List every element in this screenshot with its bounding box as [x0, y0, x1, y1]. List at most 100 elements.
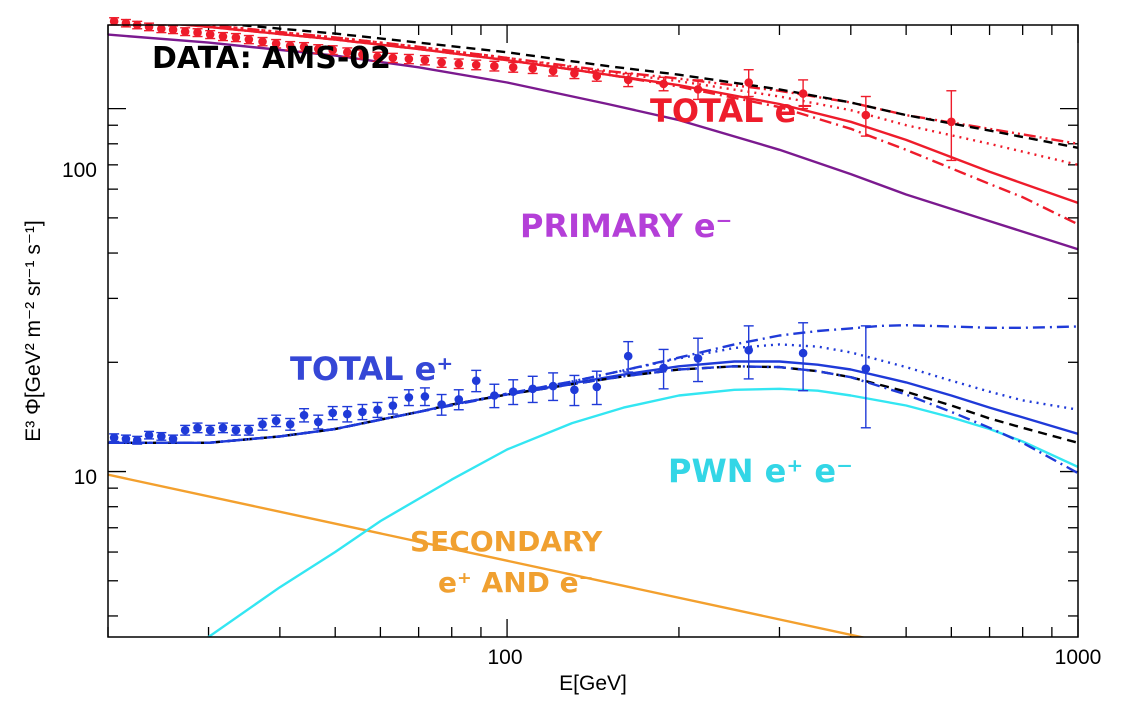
- positrons-data-point: [592, 382, 602, 392]
- positrons-data-point: [285, 419, 295, 429]
- positrons-data-point: [508, 387, 518, 396]
- positrons-data-point: [121, 434, 131, 444]
- annotation-pwn: PWN e⁺ e⁻: [668, 452, 853, 490]
- electrons-data-point: [180, 27, 190, 36]
- positrons-data-point: [218, 423, 228, 433]
- electrons-data-point: [404, 54, 414, 64]
- positrons-data-point: [193, 423, 202, 433]
- series-line-12: [108, 365, 1078, 475]
- series-line-4: [195, 25, 1078, 166]
- electrons-data-point: [592, 71, 602, 81]
- positrons-data-point: [373, 405, 382, 415]
- positrons-data-point: [132, 435, 142, 445]
- data-points: [109, 17, 957, 445]
- annotation-primary-electrons: PRIMARY e⁻: [520, 207, 732, 245]
- electrons-data-point: [121, 18, 131, 28]
- electrons-data-point: [313, 44, 323, 54]
- y-tick-label-100: 100: [62, 159, 97, 182]
- positrons-data-point: [659, 363, 668, 373]
- electrons-data-point: [358, 50, 367, 59]
- electrons-data-point: [744, 78, 754, 87]
- electrons-data-point: [285, 41, 295, 51]
- plot-background: [108, 25, 1078, 637]
- electrons-data-point: [659, 79, 668, 89]
- positrons-data-point: [244, 425, 254, 435]
- annotation-total-positrons: TOTAL e⁺: [290, 350, 453, 388]
- positrons-data-point: [205, 425, 215, 435]
- positrons-data-point: [471, 376, 481, 385]
- annotation-data-source: DATA: AMS-02: [152, 41, 391, 76]
- electrons-data-point: [271, 39, 281, 48]
- positrons-data-point: [798, 348, 808, 358]
- positrons-data-point: [528, 384, 538, 394]
- electrons-data-point: [388, 53, 398, 63]
- electrons-data-point: [193, 28, 202, 37]
- annotation-total-electrons: TOTAL e⁻: [650, 92, 813, 130]
- positrons-data-point: [328, 408, 338, 418]
- positrons-data-point: [180, 425, 190, 435]
- electrons-data-point: [548, 66, 558, 76]
- positrons-data-point: [299, 410, 309, 420]
- electrons-data-point: [218, 32, 228, 41]
- positrons-data-point: [570, 385, 579, 395]
- positrons-data-point: [861, 364, 871, 374]
- positrons-data-point: [388, 401, 398, 410]
- positrons-data-point: [744, 345, 754, 355]
- x-tick-label-100: 100: [487, 646, 522, 669]
- positrons-data-point: [693, 354, 703, 363]
- positrons-data-point: [437, 400, 446, 409]
- positrons-data-point: [313, 417, 323, 427]
- positrons-data-point: [109, 433, 119, 442]
- electrons-data-point: [205, 30, 215, 39]
- positrons-data-point: [271, 416, 281, 426]
- positrons-data-point: [168, 434, 178, 444]
- electrons-data-point: [861, 110, 871, 120]
- electrons-data-point: [258, 37, 267, 46]
- electrons-data-point: [328, 45, 338, 55]
- electrons-data-point: [168, 25, 178, 35]
- electrons-data-point: [623, 75, 633, 85]
- series-line-3: [195, 25, 1078, 145]
- electrons-data-point: [471, 60, 481, 70]
- electrons-data-point: [528, 64, 538, 73]
- positrons-data-point: [358, 407, 367, 417]
- x-tick-label-1000: 1000: [1055, 646, 1102, 669]
- electrons-data-point: [437, 58, 446, 67]
- positrons-data-point: [548, 381, 558, 391]
- electrons-data-point: [693, 85, 703, 94]
- electrons-data-point: [231, 33, 241, 42]
- electrons-data-point: [508, 62, 518, 72]
- series-line-7: [207, 387, 1078, 637]
- electrons-data-point: [157, 24, 166, 34]
- series-line-6: [108, 473, 867, 637]
- electrons-data-point: [570, 69, 579, 78]
- electrons-data-point: [454, 59, 464, 68]
- x-axis-title: E[GeV]: [559, 672, 627, 695]
- electrons-data-point: [798, 89, 808, 98]
- positrons-data-point: [342, 409, 352, 419]
- electrons-data-point: [420, 55, 430, 65]
- electrons-data-point: [373, 52, 382, 62]
- y-tick-label-10: 10: [74, 466, 97, 489]
- electrons-data-point: [490, 61, 499, 71]
- electrons-data-point: [144, 22, 154, 32]
- y-axis-title: E³ Φ[GeV² m⁻² sr⁻¹ s⁻¹]: [22, 220, 45, 442]
- positrons-data-point: [490, 391, 499, 400]
- annotation-secondary-species: e⁺ AND e⁻: [438, 566, 593, 599]
- positrons-data-point: [420, 392, 430, 401]
- positrons-data-point: [157, 432, 166, 441]
- electrons-data-point: [244, 35, 254, 44]
- positrons-data-point: [623, 351, 633, 361]
- positrons-data-point: [404, 393, 414, 402]
- electrons-data-point: [342, 47, 352, 57]
- positrons-data-point: [144, 430, 154, 440]
- positrons-data-point: [454, 395, 464, 404]
- electrons-data-point: [299, 42, 309, 52]
- electrons-data-point: [947, 117, 956, 127]
- electrons-data-point: [109, 17, 119, 26]
- positrons-data-point: [231, 425, 241, 435]
- annotation-secondary: SECONDARY: [410, 525, 603, 558]
- positrons-data-point: [258, 419, 267, 429]
- plot-frame: [107, 24, 1079, 638]
